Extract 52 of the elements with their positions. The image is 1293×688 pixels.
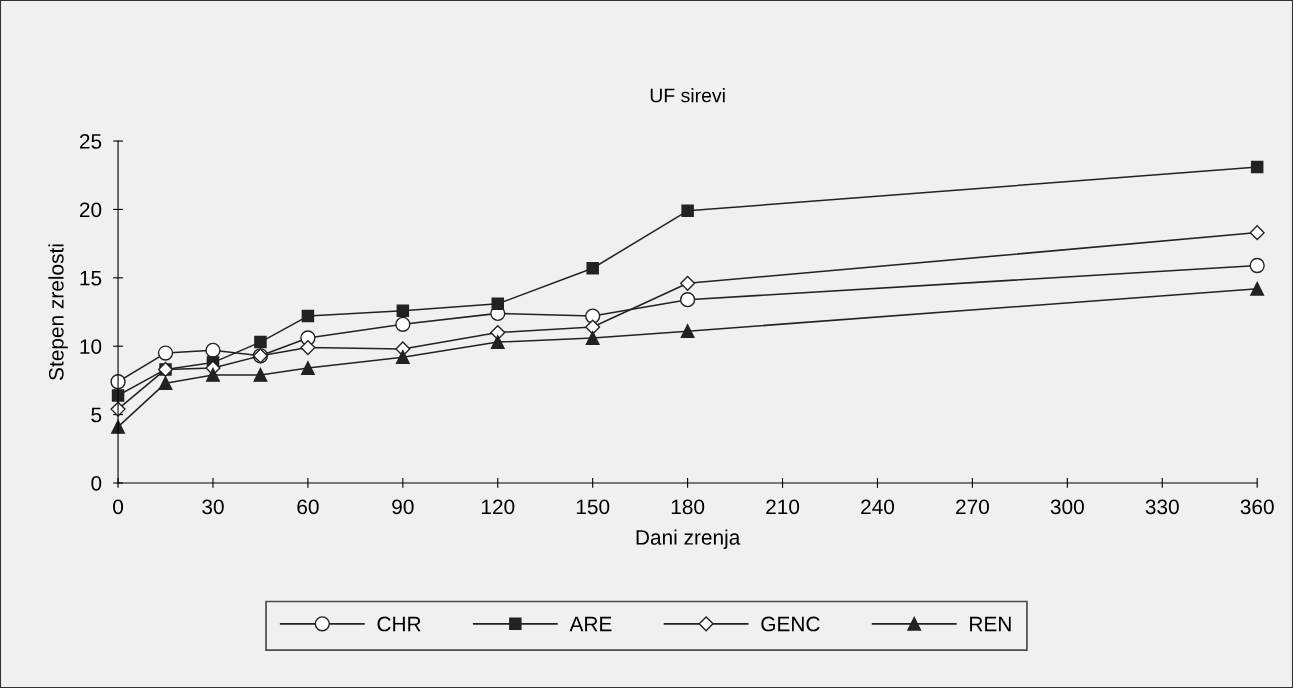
x-tick-label: 240 [861, 499, 895, 515]
point [1250, 160, 1264, 174]
x-tick-label: 360 [1240, 499, 1274, 515]
point [157, 345, 174, 361]
y-axis-title: Stepen zrelosti [48, 244, 68, 380]
point [490, 335, 505, 350]
x-axis-title: Dani zrenja [636, 529, 741, 549]
x-tick-label: 270 [956, 499, 989, 515]
y-tick-label: 10 [80, 339, 102, 354]
x-tick-label: 300 [1050, 499, 1084, 515]
y-tick-label: 0 [91, 475, 102, 491]
x-tick-label: 120 [481, 499, 515, 515]
x-tick-label: 150 [576, 499, 610, 515]
legend-label: GENC [761, 616, 820, 632]
point [300, 339, 316, 356]
point [395, 350, 410, 365]
y-tick-label: 5 [91, 407, 102, 423]
point [490, 324, 506, 341]
point [301, 309, 315, 323]
x-tick-label: 90 [392, 499, 414, 515]
y-tick-label: 25 [79, 134, 102, 149]
y-tick-label: 15 [80, 271, 102, 286]
point [158, 376, 173, 391]
point [585, 331, 600, 345]
point [395, 316, 411, 332]
point [680, 275, 696, 291]
legend-label: CHR [377, 616, 421, 632]
x-tick-label: 180 [671, 499, 705, 515]
point [679, 292, 696, 308]
point [396, 304, 410, 317]
y-tick-label: 20 [79, 202, 102, 218]
point [206, 367, 220, 382]
x-tick-label: 60 [297, 499, 319, 515]
point [680, 324, 695, 339]
point [1249, 225, 1265, 241]
point [1250, 281, 1265, 296]
legend-label: ARE [569, 616, 612, 632]
chart-title: UF sirevi [650, 88, 725, 103]
point [300, 361, 315, 376]
point [585, 319, 601, 335]
legend-label: REN [970, 616, 1011, 632]
point [253, 367, 268, 382]
point [586, 261, 599, 275]
x-tick-label: 330 [1145, 499, 1179, 515]
point [681, 204, 694, 218]
point [491, 297, 505, 311]
point [1249, 257, 1265, 274]
x-tick-label: 0 [113, 499, 124, 515]
point [254, 335, 267, 349]
point [205, 342, 221, 358]
x-tick-label: 210 [766, 499, 800, 515]
x-tick-label: 30 [202, 499, 224, 515]
